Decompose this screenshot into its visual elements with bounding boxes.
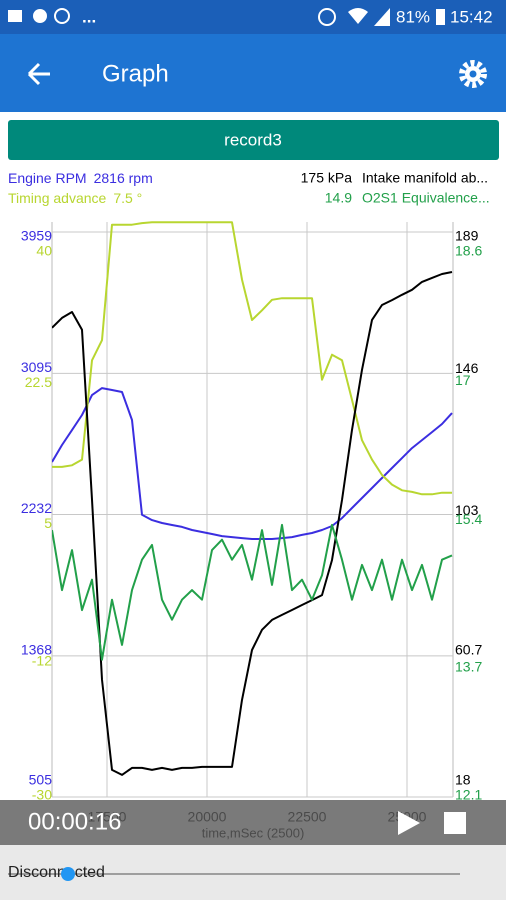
message-icon bbox=[33, 9, 47, 23]
legend-name: Engine RPM bbox=[8, 170, 87, 186]
y-tick-label: 13.7 bbox=[455, 659, 482, 675]
y-tick-label: 12.1 bbox=[455, 787, 482, 803]
y-tick-label: 103 bbox=[455, 502, 479, 518]
back-button[interactable] bbox=[27, 62, 50, 86]
y-tick-label: 3095 bbox=[21, 359, 52, 375]
app-bar bbox=[0, 34, 506, 112]
y-tick-label: 60.7 bbox=[455, 642, 482, 658]
battery-level: 81% bbox=[396, 7, 430, 26]
status-panel bbox=[0, 845, 506, 900]
data-saver-icon bbox=[318, 8, 336, 26]
y-tick-label: 17 bbox=[455, 372, 471, 388]
y-tick-label: 40 bbox=[36, 243, 52, 259]
clock: 15:42 bbox=[450, 7, 493, 26]
y-tick-label: 189 bbox=[455, 228, 479, 244]
series-line bbox=[52, 387, 453, 540]
more-notifications: ... bbox=[82, 7, 96, 26]
settings-button[interactable] bbox=[459, 60, 487, 88]
y-tick-label: 146 bbox=[455, 360, 479, 376]
app-title: Graph bbox=[102, 60, 169, 87]
legend-name: O2S1 Equivalence... bbox=[362, 190, 490, 206]
plot-lines bbox=[52, 221, 453, 776]
legend-entry: Timing advance 7.5 ° bbox=[8, 190, 142, 206]
chrome-icon bbox=[54, 8, 70, 24]
series-line bbox=[52, 523, 453, 661]
legend-readout: 14.9 bbox=[325, 190, 352, 206]
legend-readout: 7.5 ° bbox=[113, 190, 142, 206]
y-tick-label: 18 bbox=[455, 772, 471, 788]
y-tick-label: 5 bbox=[44, 515, 52, 531]
y-tick-label: -12 bbox=[32, 652, 52, 668]
signal-icon bbox=[374, 8, 390, 26]
player-overlay bbox=[0, 800, 506, 845]
legend-readout: 175 kPa bbox=[301, 170, 353, 186]
y-tick-label: 3959 bbox=[21, 228, 52, 244]
record-label: record3 bbox=[224, 130, 282, 149]
legend-name: Timing advance bbox=[8, 190, 107, 206]
legend-readout: 2816 rpm bbox=[94, 170, 153, 186]
gallery-icon bbox=[8, 10, 22, 22]
seek-thumb[interactable] bbox=[61, 867, 75, 881]
wifi-icon bbox=[348, 8, 368, 24]
y-tick-label: 22.5 bbox=[25, 374, 52, 390]
y-tick-label: 2232 bbox=[21, 500, 52, 516]
y-tick-label: 505 bbox=[29, 772, 53, 788]
battery-icon bbox=[436, 9, 445, 25]
y-tick-label: 15.4 bbox=[455, 511, 482, 527]
status-bar bbox=[0, 0, 506, 34]
y-tick-label: 18.6 bbox=[455, 243, 482, 259]
connection-status: Disconnected bbox=[8, 864, 105, 881]
record-button[interactable] bbox=[8, 120, 499, 160]
series-line bbox=[52, 221, 452, 496]
chart: 17500200002250025000time,mSec (2500)3959… bbox=[8, 170, 490, 841]
legend-entry: Engine RPM 2816 rpm bbox=[8, 170, 153, 186]
y-tick-label: 1368 bbox=[21, 642, 52, 658]
elapsed-time: 00:00:16 bbox=[28, 808, 121, 835]
series-line bbox=[52, 271, 453, 776]
stop-button[interactable] bbox=[444, 812, 466, 834]
legend-name: Intake manifold ab... bbox=[362, 170, 488, 186]
play-button[interactable] bbox=[398, 811, 420, 835]
y-tick-label: -30 bbox=[32, 787, 52, 803]
